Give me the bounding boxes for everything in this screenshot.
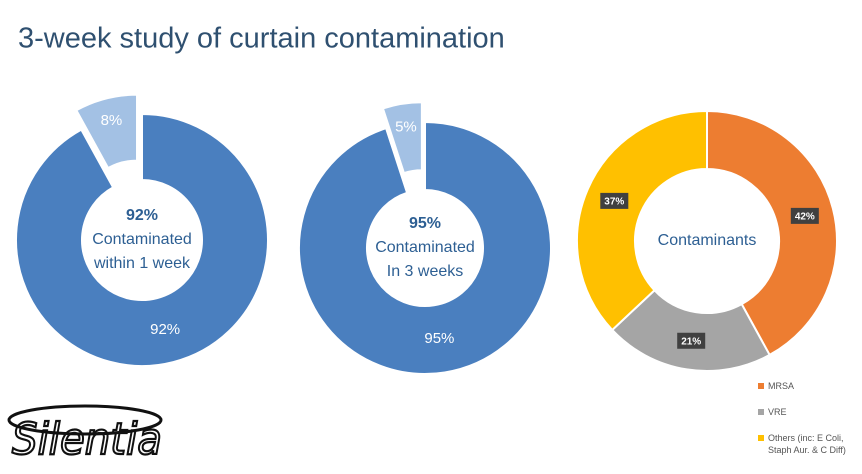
legend-swatch (758, 409, 764, 415)
legend-swatch (758, 383, 764, 389)
value-label-box (600, 192, 629, 209)
value-label: 95% (424, 330, 454, 347)
legend-item: MRSA (758, 380, 858, 392)
legend-label: VRE (768, 407, 787, 417)
slice (610, 288, 771, 372)
logo-swoosh (7, 404, 163, 436)
center-value: 92% (126, 207, 158, 224)
value-label-box (677, 332, 706, 349)
value-label: 37% (604, 197, 624, 208)
slice (298, 120, 552, 375)
slice (706, 109, 838, 357)
logo-text: Silentia (12, 414, 162, 465)
center-value: 95% (409, 215, 441, 232)
legend-item: Others (inc: E Coli, Staph Aur. & C Diff… (758, 432, 858, 456)
slice (15, 112, 269, 367)
center-text: Contaminants (658, 232, 757, 249)
legend-swatch (758, 435, 764, 441)
value-label: 8% (101, 112, 123, 129)
center-text: Contaminated (375, 239, 475, 256)
center-text: In 3 weeks (387, 263, 463, 280)
legend-item: VRE (758, 406, 858, 418)
center-text: Contaminated (92, 231, 192, 248)
logo: Silentia (7, 404, 163, 466)
center-text: within 1 week (93, 255, 191, 272)
value-label: 5% (395, 118, 417, 135)
slide-title: 3-week study of curtain contamination (18, 23, 505, 55)
legend-label: MRSA (768, 381, 795, 391)
legend-label: Others (inc: E Coli, Staph Aur. & C Diff… (768, 433, 846, 455)
legend: MRSA VRE Others (inc: E Coli, Staph Aur. &… (758, 380, 858, 470)
value-label-box (790, 207, 819, 224)
slice (74, 93, 139, 170)
value-label: 21% (681, 336, 701, 347)
slice (576, 109, 708, 332)
value-label: 42% (795, 212, 815, 223)
value-label: 92% (150, 321, 180, 338)
slice (381, 101, 423, 175)
